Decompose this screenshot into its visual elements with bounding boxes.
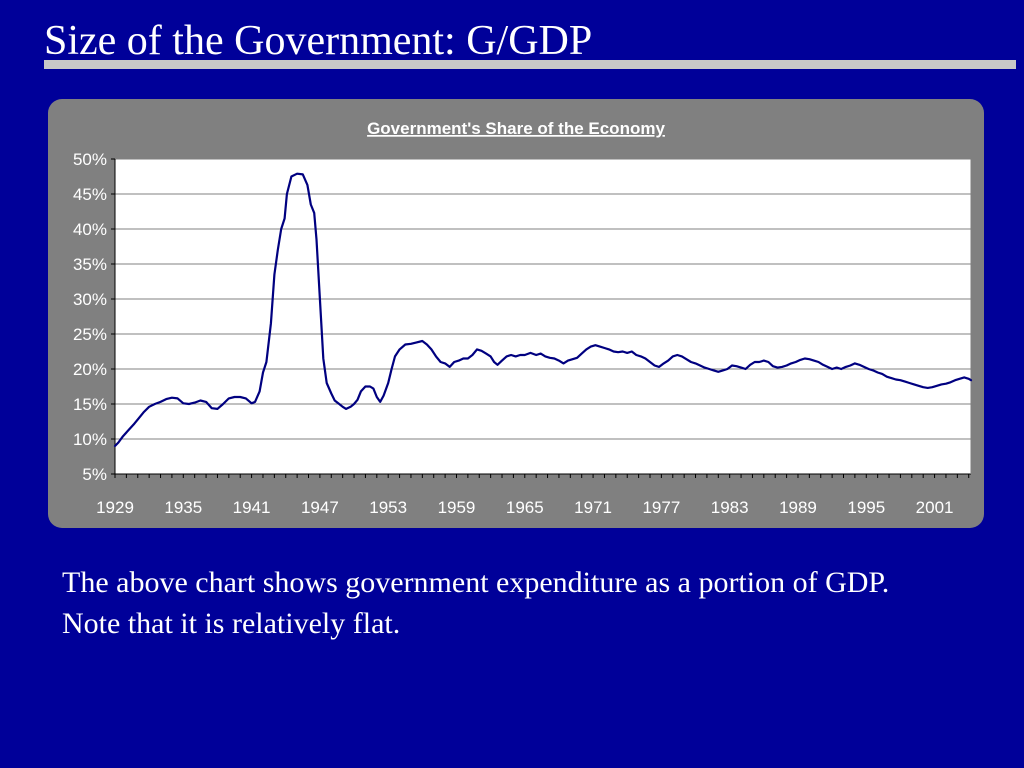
y-tick-label: 50% [73,150,107,169]
title-underline-rule [44,60,1016,69]
slide-body-text: The above chart shows government expendi… [62,566,890,640]
series-layer [113,172,973,448]
y-tick-label: 10% [73,430,107,449]
y-tick-label: 45% [73,185,107,204]
series-line-0 [113,172,973,448]
grid-lines [115,158,971,440]
y-tick-label: 25% [73,325,107,344]
x-tick-label: 1965 [506,498,544,517]
x-tick-label: 1995 [847,498,885,517]
x-tick-labels: 1929 1935 1941 1947 1953 1959 1965 1971 1977 1983… [96,474,970,517]
x-tick-label: 1953 [369,498,407,517]
x-tick-label: 1929 [96,498,134,517]
y-tick-labels: 5% 10% 15% 20% 25% 30% 35% 40% 45% 50% [73,150,115,484]
y-tick-label: 20% [73,360,107,379]
x-tick-label: 1977 [642,498,680,517]
plot-area [115,159,971,474]
x-tick-label: 1947 [301,498,339,517]
x-tick-label: 1935 [164,498,202,517]
x-tick-label: 1971 [574,498,612,517]
chart-title: Government's Share of the Economy [367,119,665,138]
x-tick-label: 2001 [916,498,954,517]
y-tick-label: 40% [73,220,107,239]
x-tick-label: 1989 [779,498,817,517]
slide-title: Size of the Government: G/GDP [44,18,593,64]
chart-panel: Government's Share of the Economy 5% 10% 1… [48,99,984,528]
x-tick-label: 1959 [438,498,476,517]
x-tick-label: 1941 [233,498,271,517]
y-tick-label: 30% [73,290,107,309]
y-tick-label: 5% [82,465,107,484]
x-tick-label: 1983 [711,498,749,517]
axes [114,159,972,475]
line-chart: Government's Share of the Economy 5% 10% 1… [73,119,973,517]
y-tick-label: 35% [73,255,107,274]
y-tick-label: 15% [73,395,107,414]
